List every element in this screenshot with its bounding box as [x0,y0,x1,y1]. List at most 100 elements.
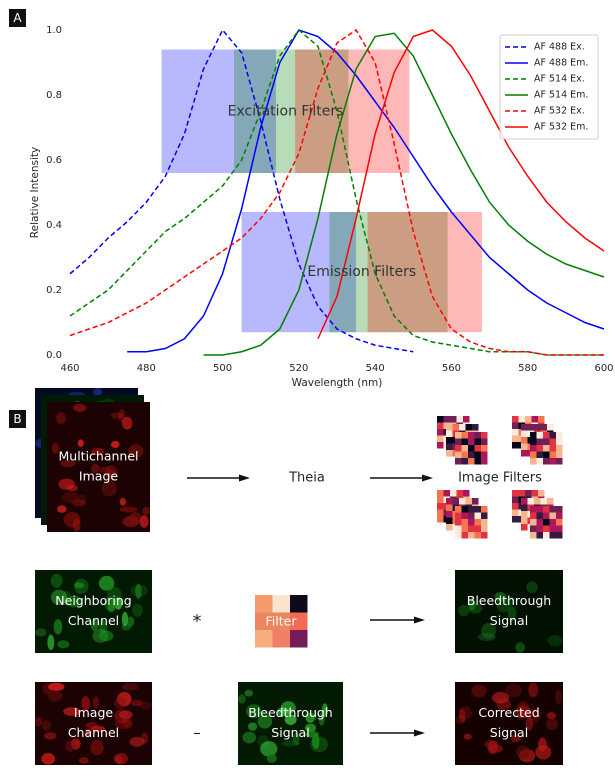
y-axis-label: Relative Intensity [29,147,41,238]
heatmap-cell [446,444,453,451]
heatmap-cell [475,439,482,446]
diagram-label: Image [74,705,113,720]
heatmap-cell [521,498,528,505]
heatmap-cell [446,511,453,518]
diagram: MultichannelImageTheiaImage FiltersNeigh… [35,388,563,765]
image-blob [67,485,78,491]
heatmap-cell [530,458,537,465]
heatmap-cell [437,510,444,517]
image-blob [78,439,84,447]
heatmap-cell [481,532,488,539]
heatmap-cell [543,526,550,533]
heatmap-cell [521,431,528,438]
x-tick-label: 480 [137,363,156,374]
y-tick-label: 0.4 [46,220,62,231]
x-axis-label: Wavelength (nm) [292,377,383,389]
kernel-cell [255,595,273,613]
heatmap-cell [543,452,550,459]
heatmap-cell [556,452,563,459]
image-blob [142,506,149,515]
heatmap-cell [481,445,488,452]
diagram-label: Corrected [478,705,539,720]
heatmap-cell [437,429,444,436]
heatmap-cell [462,445,469,452]
heatmap-cell [556,513,563,520]
heatmap-cell [462,432,469,439]
heatmap-cell [543,432,550,439]
heatmap-cell [446,505,453,512]
legend-label: AF 532 Em. [534,122,588,133]
heatmap-cell [437,416,444,423]
x-tick-label: 460 [60,363,79,374]
image-blob [135,584,142,599]
heatmap-cell [550,439,557,446]
image-blob [310,736,328,752]
heatmap-cell [538,490,545,497]
heatmap-cell [543,439,550,446]
heatmap-cell [556,506,563,513]
heatmap-cell [475,526,482,533]
image-blob [122,683,139,691]
heatmap-cell [530,439,537,446]
heatmap-cell [550,432,557,439]
heatmap-cell [468,439,475,446]
heatmap-cell [512,490,519,497]
diagram-label: Image [79,469,118,484]
image-blob [114,697,126,709]
heatmap-cell [530,452,537,459]
heatmap-cell [550,458,557,465]
kernel-label: Filter [266,614,298,629]
kernel-cell [255,630,273,648]
x-tick-label: 580 [518,363,537,374]
heatmap-cell [468,432,475,439]
image-blob [267,754,277,763]
image-blob [130,737,145,747]
image-blob [48,683,64,691]
heatmap-cell [537,513,544,520]
heatmap-cell [462,532,469,539]
heatmap-cell [446,524,453,531]
heatmap-cell [521,424,528,431]
heatmap-cell [537,526,544,533]
heatmap-cell [455,445,462,452]
image-blob [93,388,102,396]
heatmap-cell [537,452,544,459]
heatmap-cell [525,490,532,497]
heatmap-cell [530,445,537,452]
heatmap-cell [543,458,550,465]
operator: * [193,611,202,632]
legend-label: AF 532 Ex. [534,106,585,117]
image-blob [111,412,124,418]
heatmap-cell [521,444,528,451]
heatmap-cell [457,490,464,497]
heatmap-cell [538,416,545,423]
output-label: Image Filters [458,471,542,486]
heatmap-cell [455,513,462,520]
image-blob [44,732,57,739]
heatmap-cell [543,519,550,526]
kernel-cell [290,595,308,613]
diagram-label: Signal [490,725,528,740]
heatmap-cell [481,513,488,520]
image-blob [260,741,277,756]
method-label: Theia [288,471,325,486]
image-blob [120,498,126,506]
image-blob [56,412,66,424]
x-tick-label: 560 [442,363,461,374]
heatmap-cell [543,445,550,452]
heatmap-cell [446,450,453,457]
heatmap-cell [455,452,462,459]
heatmap-cell [437,436,444,443]
heatmap-cell [453,498,460,505]
legend-label: AF 514 Em. [534,90,588,101]
heatmap-cell [450,416,457,423]
image-blob [57,640,69,648]
heatmap-cell [481,432,488,439]
heatmap-cell [512,416,519,423]
heatmap-cell [481,519,488,526]
image-blob [51,574,63,588]
heatmap-cell [537,519,544,526]
heatmap-cell [455,519,462,526]
heatmap-cell [437,497,444,504]
heatmap-cell [537,506,544,513]
